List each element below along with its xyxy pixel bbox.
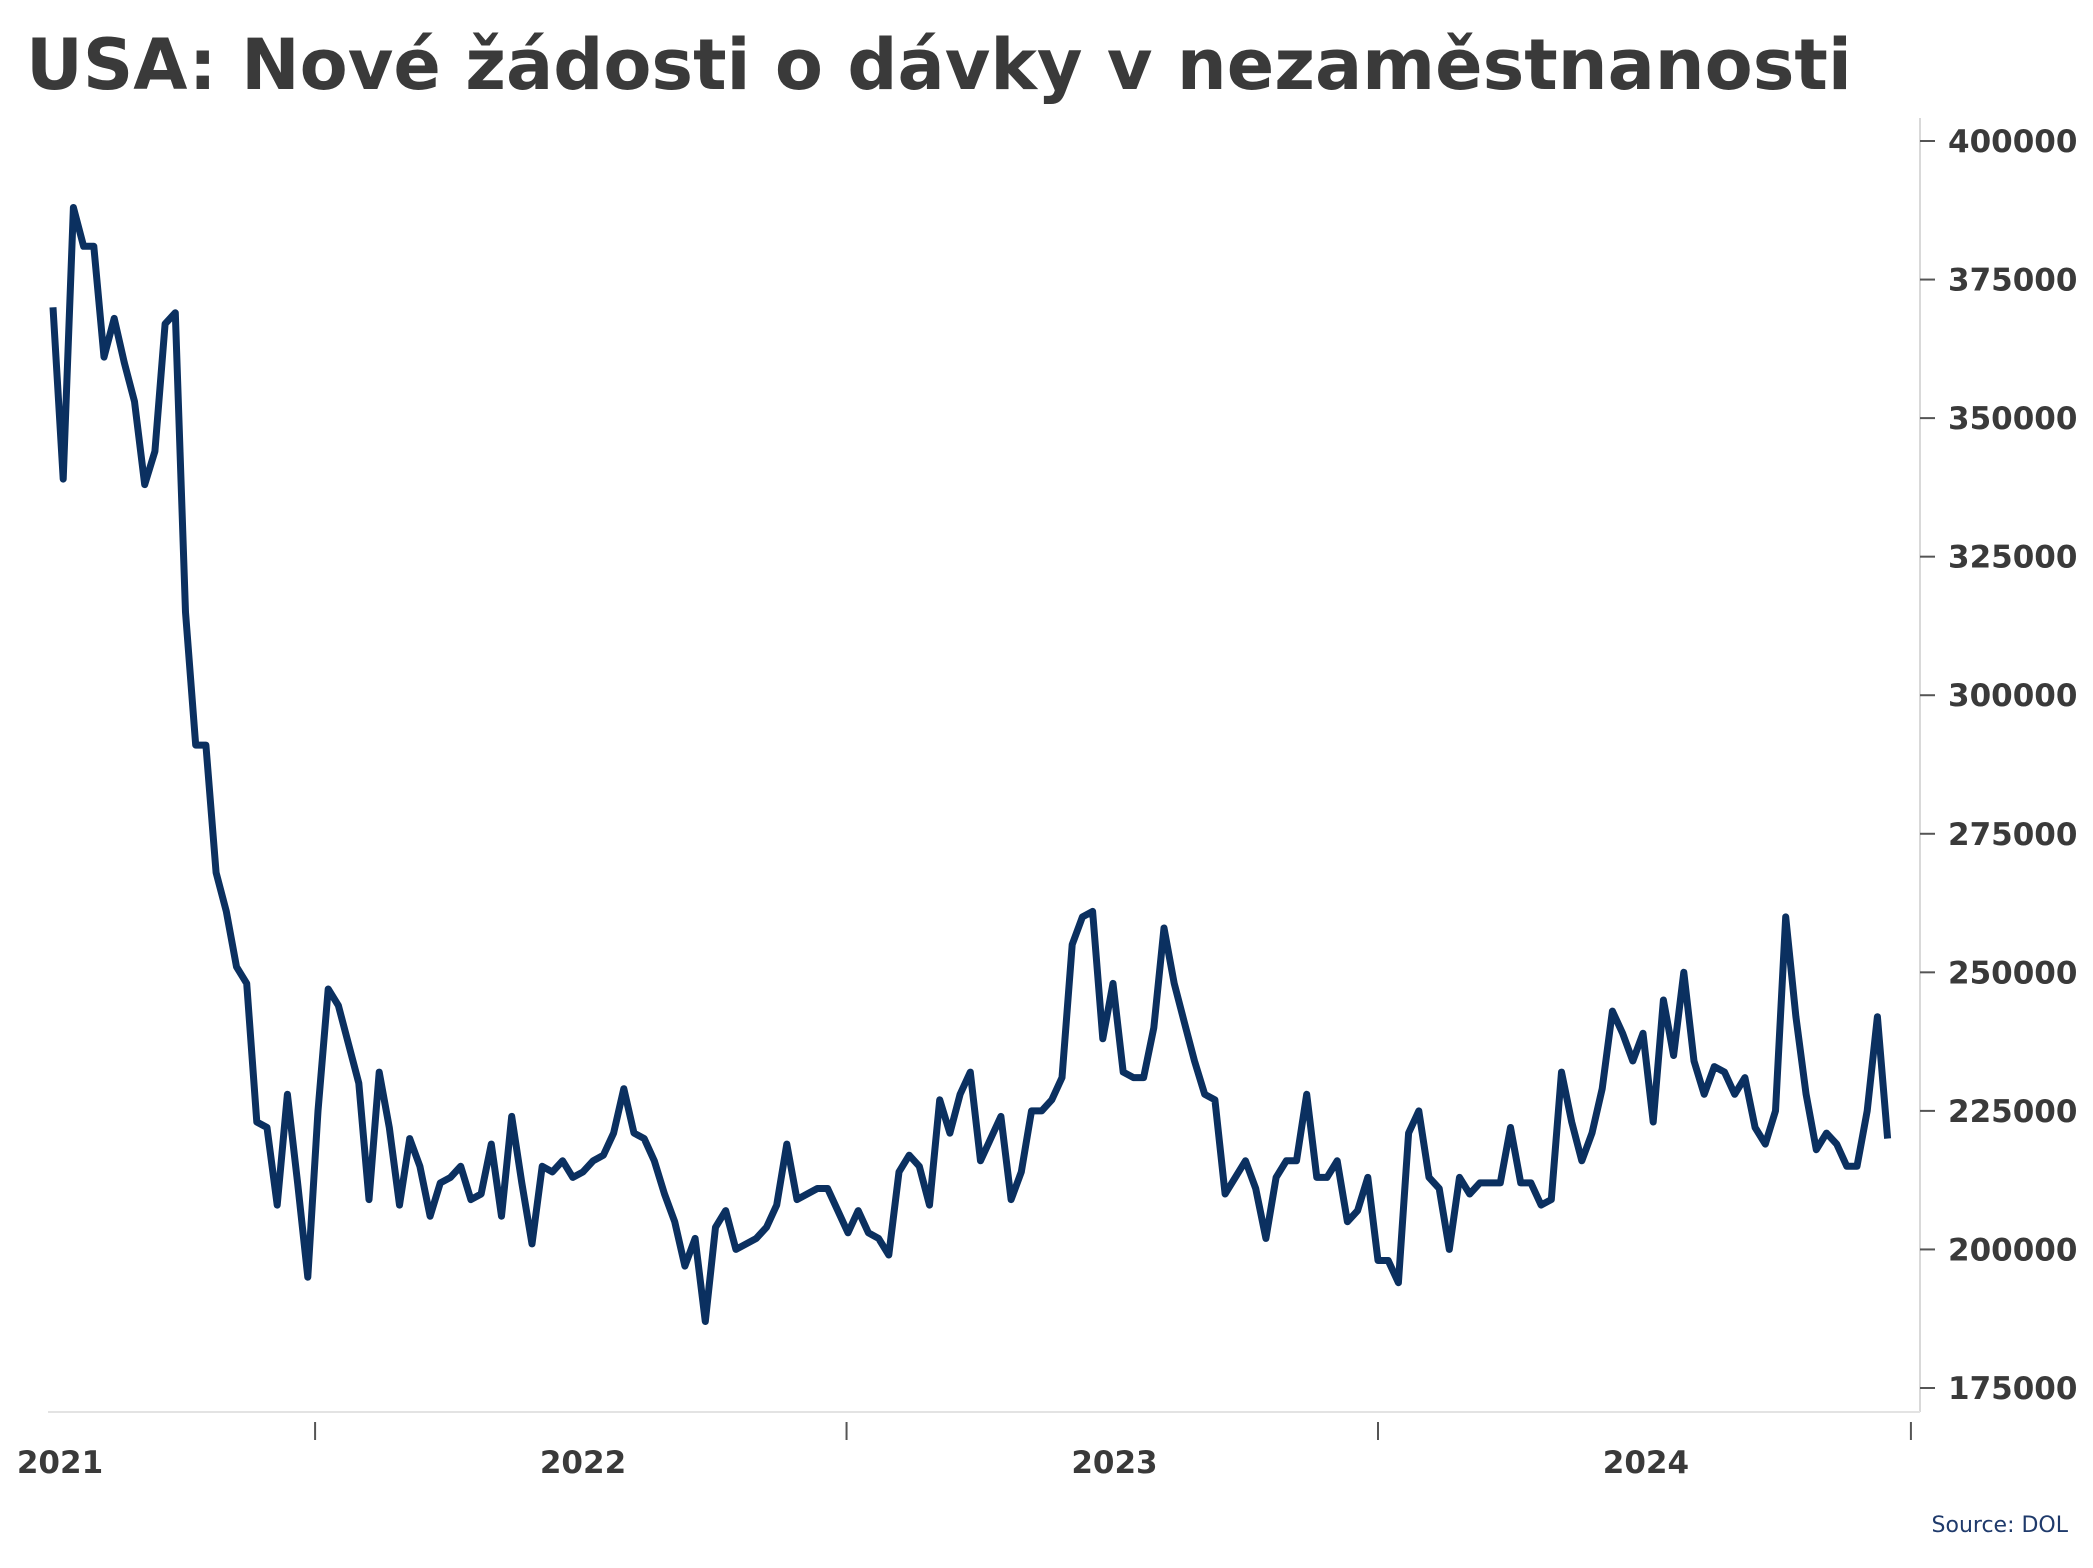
y-tick-label: 250000 <box>1948 955 2077 991</box>
x-tick-label: 2023 <box>1071 1445 1157 1481</box>
y-tick-label: 300000 <box>1948 678 2077 714</box>
y-tick-label: 275000 <box>1948 817 2077 853</box>
y-tick-label: 400000 <box>1948 124 2077 160</box>
y-tick-label: 325000 <box>1948 540 2077 576</box>
y-tick-label: 225000 <box>1948 1094 2077 1130</box>
y-tick-label: 200000 <box>1948 1232 2077 1268</box>
y-axis: 175000 200000 225000 250000 275000 300000 3250… <box>1919 118 2077 1412</box>
x-axis: 2021 2022 2023 2024 <box>17 1411 1920 1481</box>
x-tick-label: 2024 <box>1603 1445 1689 1481</box>
x-tick-label: 2022 <box>540 1445 626 1481</box>
y-tick-label: 175000 <box>1948 1371 2077 1407</box>
y-tick-label: 375000 <box>1948 263 2077 299</box>
series-line <box>49 204 1892 1325</box>
series-layer <box>49 204 1892 1325</box>
y-tick-label: 350000 <box>1948 401 2077 437</box>
source-note: Source: DOL <box>1932 1513 2069 1538</box>
x-tick-label: 2021 <box>17 1445 103 1481</box>
chart-title: USA: Nové žádosti o dávky v nezaměstnano… <box>26 24 1852 106</box>
